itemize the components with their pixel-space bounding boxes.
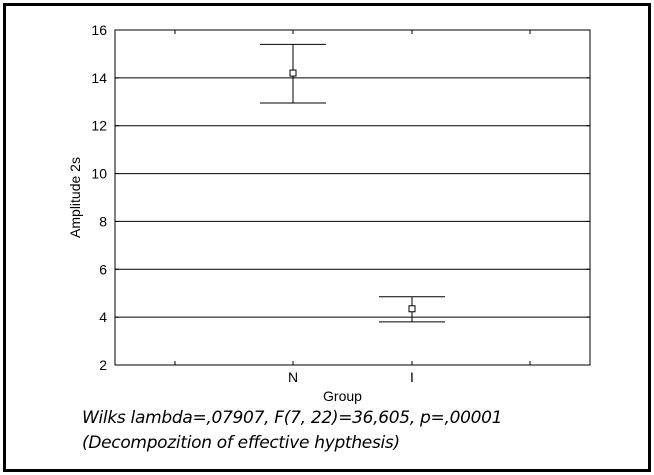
- error-bar-series: [260, 43, 445, 323]
- x-axis-label: Group: [323, 388, 362, 404]
- y-tick-label: 2: [99, 357, 107, 373]
- chart-frame: [3, 3, 651, 472]
- mean-marker: [289, 69, 297, 77]
- gridlines: [115, 77, 590, 318]
- plot-area: [114, 29, 591, 366]
- mean-marker: [408, 305, 416, 313]
- y-tick-label: 6: [99, 261, 107, 277]
- y-tick-label: 4: [99, 309, 107, 325]
- y-tick-label: 10: [91, 166, 107, 182]
- stats-annotation: Wilks lambda=,07907, F(7, 22)=36,605, p=…: [82, 408, 503, 428]
- y-axis-label: Amplitude 2s: [67, 157, 83, 238]
- y-axis-ticks: 2 4 6 8 10 12 14 16: [91, 22, 590, 373]
- y-tick-label: 14: [91, 70, 107, 86]
- y-tick-label: 12: [91, 118, 107, 134]
- y-tick-label: 8: [99, 213, 107, 229]
- x-tick-label: N: [288, 369, 298, 385]
- y-tick-label: 16: [91, 22, 107, 38]
- hypothesis-note: (Decompozition of effective hypthesis): [82, 433, 400, 453]
- x-tick-label: I: [410, 369, 414, 385]
